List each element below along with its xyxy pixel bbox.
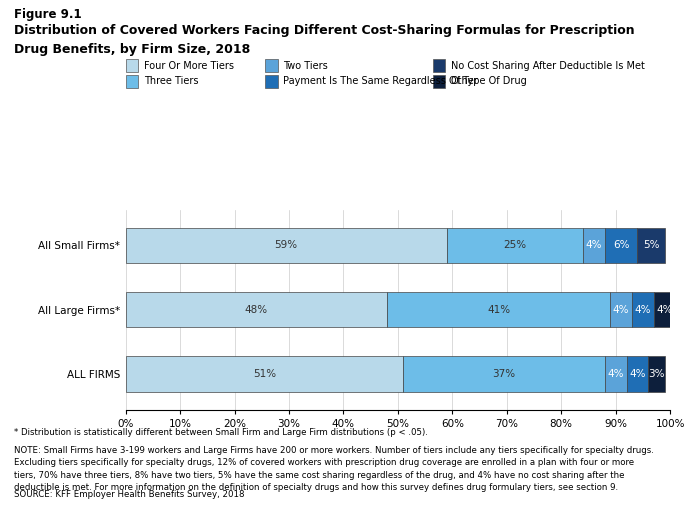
Text: 37%: 37%	[493, 369, 516, 379]
Text: 6%: 6%	[613, 240, 630, 250]
Text: NOTE: Small Firms have 3-199 workers and Large Firms have 200 or more workers. N: NOTE: Small Firms have 3-199 workers and…	[14, 446, 654, 492]
Bar	[604, 228, 637, 263]
Text: Four Or More Tiers: Four Or More Tiers	[144, 60, 234, 71]
Text: 5%: 5%	[643, 240, 660, 250]
Text: Drug Benefits, by Firm Size, 2018: Drug Benefits, by Firm Size, 2018	[14, 43, 250, 56]
Text: 4%: 4%	[613, 304, 630, 315]
Bar	[126, 228, 447, 263]
Bar	[637, 228, 664, 263]
Text: No Cost Sharing After Deductible Is Met: No Cost Sharing After Deductible Is Met	[451, 60, 645, 71]
Text: 4%: 4%	[634, 304, 651, 315]
Bar	[604, 356, 627, 392]
Text: * Distribution is statistically different between Small Firm and Large Firm dist: * Distribution is statistically differen…	[14, 428, 428, 437]
Text: 48%: 48%	[245, 304, 268, 315]
Bar	[648, 356, 664, 392]
Text: 3%: 3%	[648, 369, 664, 379]
Text: Other: Other	[451, 76, 479, 87]
Bar	[126, 292, 387, 328]
Text: 4%: 4%	[586, 240, 602, 250]
Bar	[126, 356, 403, 392]
Text: 4%: 4%	[656, 304, 673, 315]
Text: Figure 9.1: Figure 9.1	[14, 8, 82, 21]
Text: 4%: 4%	[607, 369, 624, 379]
Text: 51%: 51%	[253, 369, 276, 379]
Bar	[632, 292, 654, 328]
Text: 41%: 41%	[487, 304, 510, 315]
Text: Two Tiers: Two Tiers	[283, 60, 328, 71]
Bar	[627, 356, 648, 392]
Text: Three Tiers: Three Tiers	[144, 76, 198, 87]
Text: SOURCE: KFF Employer Health Benefits Survey, 2018: SOURCE: KFF Employer Health Benefits Sur…	[14, 490, 244, 499]
Bar	[654, 292, 676, 328]
Bar	[403, 356, 604, 392]
Text: 59%: 59%	[275, 240, 298, 250]
Text: Distribution of Covered Workers Facing Different Cost-Sharing Formulas for Presc: Distribution of Covered Workers Facing D…	[14, 24, 634, 37]
Bar	[610, 292, 632, 328]
Bar	[387, 292, 610, 328]
Text: Payment Is The Same Regardless Of Type Of Drug: Payment Is The Same Regardless Of Type O…	[283, 76, 527, 87]
Text: 25%: 25%	[503, 240, 526, 250]
Bar	[447, 228, 583, 263]
Text: 4%: 4%	[629, 369, 646, 379]
Bar	[583, 228, 604, 263]
